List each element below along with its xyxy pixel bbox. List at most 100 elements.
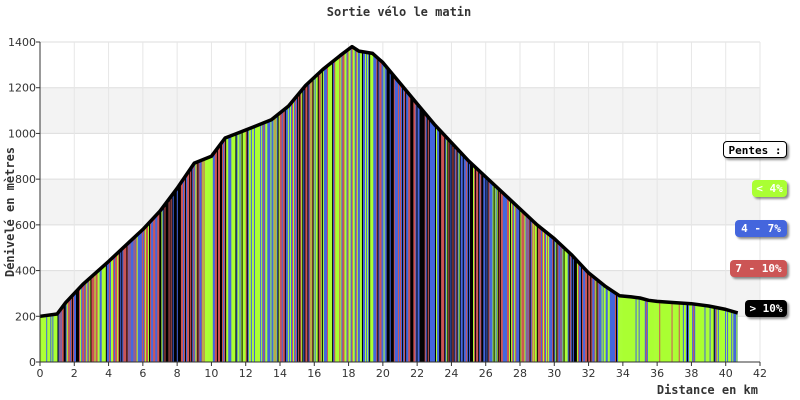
slope-stripe [393, 46, 396, 362]
y-tick-label: 1400 [8, 36, 36, 49]
slope-stripe [428, 46, 431, 362]
slope-stripe [448, 46, 450, 362]
elevation-profile-line [39, 44, 739, 319]
slope-stripe [387, 46, 389, 362]
slope-stripe [458, 46, 460, 362]
slope-stripe [412, 46, 414, 362]
slope-stripe [206, 46, 208, 362]
slope-stripe [196, 46, 198, 362]
slope-stripe [205, 46, 207, 362]
slope-stripe [330, 46, 332, 362]
slope-stripe [285, 46, 288, 362]
slope-stripe [215, 46, 218, 362]
slope-stripe [168, 46, 170, 362]
slope-stripe [367, 46, 369, 362]
slope-stripe [289, 46, 292, 362]
slope-stripe [382, 46, 384, 362]
slope-stripe [488, 46, 490, 362]
slope-stripe [405, 46, 407, 362]
slope-stripe [275, 46, 277, 362]
y-tick-label: 1200 [8, 82, 36, 95]
slope-stripe [247, 46, 250, 362]
slope-stripe [315, 46, 317, 362]
slope-stripe [360, 46, 363, 362]
slope-stripe [334, 46, 336, 362]
slope-stripe [341, 46, 343, 362]
slope-stripe [175, 46, 178, 362]
slope-stripe [388, 46, 391, 362]
slope-stripe [350, 46, 352, 362]
slope-stripe [392, 46, 395, 362]
slope-stripe [235, 46, 237, 362]
slope-stripe [249, 46, 252, 362]
slope-stripe [303, 46, 305, 362]
slope-stripe [217, 46, 220, 362]
slope-stripe [446, 46, 448, 362]
slope-stripe [445, 46, 447, 362]
slope-stripe [375, 46, 377, 362]
slope-stripe [216, 46, 219, 362]
slope-stripe [509, 46, 511, 362]
slope-stripe [459, 46, 461, 362]
slope-stripe [198, 46, 200, 362]
slope-stripe [455, 46, 457, 362]
slope-stripe [328, 46, 330, 362]
slope-stripe [193, 46, 195, 362]
x-tick-label: 34 [616, 367, 630, 380]
slope-stripe [318, 46, 321, 362]
slope-stripe [195, 46, 197, 362]
slope-stripe [473, 46, 475, 362]
x-axis-ticks: 0 2 4 6 8 10 12 14 16 18 20 22 24 26 28 30 32 34 36 38 40 42 [37, 362, 767, 380]
slope-stripe [469, 46, 472, 362]
slope-stripe [169, 46, 171, 362]
slope-stripe [343, 46, 345, 362]
slope-stripe [229, 46, 231, 362]
slope-stripe [424, 46, 427, 362]
slope-stripe [376, 46, 378, 362]
slope-stripe [267, 46, 269, 362]
slope-stripe [506, 46, 509, 362]
slope-stripe [265, 46, 267, 362]
slope-stripe [314, 46, 316, 362]
slope-stripe [171, 46, 173, 362]
slope-stripe [423, 46, 425, 362]
slope-stripe [410, 46, 412, 362]
slope-stripe [313, 46, 315, 362]
slope-stripe [465, 46, 468, 362]
slope-stripe [380, 46, 382, 362]
slope-stripe [210, 46, 213, 362]
slope-stripe [486, 46, 488, 362]
x-tick-label: 24 [444, 367, 458, 380]
x-tick-label: 20 [376, 367, 390, 380]
slope-stripe [301, 46, 303, 362]
slope-stripe [232, 46, 234, 362]
slope-stripe [172, 46, 175, 362]
slope-stripe [321, 46, 324, 362]
slope-stripe [295, 46, 297, 362]
slope-stripe [442, 46, 444, 362]
slope-stripe [338, 46, 340, 362]
chart-title: Sortie vélo le matin [327, 5, 472, 19]
slope-stripe [441, 46, 443, 362]
slope-stripe [358, 46, 361, 362]
slope-stripe [190, 46, 192, 362]
slope-stripe [200, 46, 202, 362]
slope-stripe [296, 46, 298, 362]
slope-stripe [389, 46, 392, 362]
slope-stripe [240, 46, 242, 362]
slope-stripe [374, 46, 376, 362]
slope-stripe [184, 46, 186, 362]
slope-stripe [438, 46, 440, 362]
slope-stripe [436, 46, 438, 362]
slope-stripe [237, 46, 239, 362]
x-axis-label: Distance en km [657, 383, 758, 397]
slope-stripe [201, 46, 203, 362]
slope-stripe [230, 46, 232, 362]
slope-stripe [191, 46, 193, 362]
slope-stripe [189, 46, 191, 362]
slope-stripe [483, 46, 485, 362]
x-tick-label: 14 [273, 367, 287, 380]
slope-stripe [480, 46, 482, 362]
slope-stripe [400, 46, 402, 362]
slope-stripe [270, 46, 272, 362]
